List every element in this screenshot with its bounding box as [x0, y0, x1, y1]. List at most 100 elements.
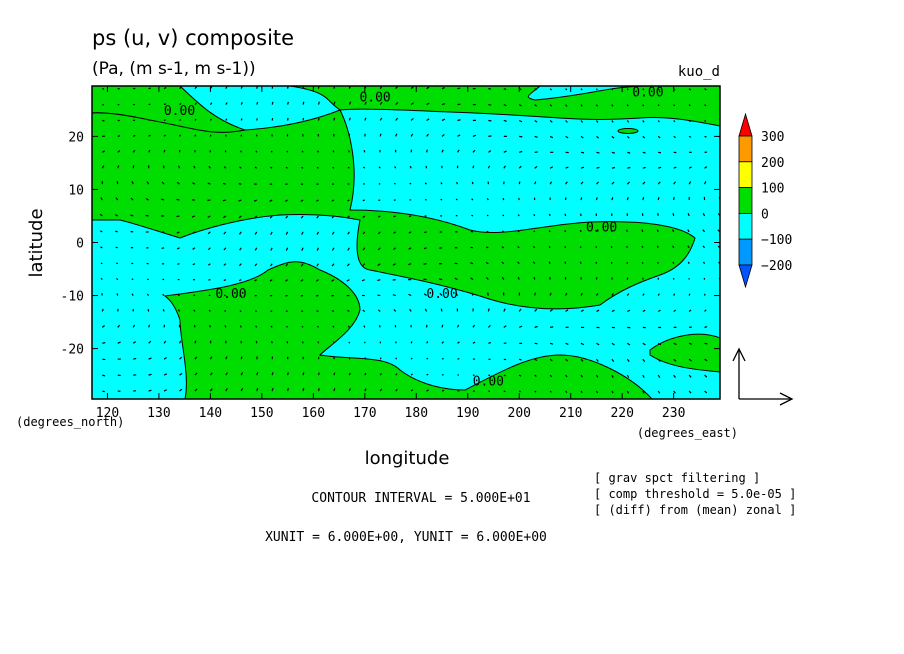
wind-vector	[162, 309, 165, 312]
wind-vector	[177, 294, 180, 297]
colorbar-label: 200	[761, 156, 784, 171]
chart-subtitle: (Pa, (m s-1, m s-1))	[92, 59, 256, 79]
wind-vector	[642, 390, 645, 394]
wind-vector	[331, 215, 335, 219]
wind-vector	[161, 231, 165, 234]
wind-vector	[148, 389, 152, 392]
wind-vector	[177, 263, 180, 265]
wind-vector	[518, 104, 522, 107]
wind-vector	[145, 197, 149, 201]
wind-vector	[209, 118, 212, 121]
wind-vector	[657, 293, 660, 296]
wind-vector	[256, 372, 259, 376]
wind-vector	[408, 263, 412, 266]
colorbar-segment	[738, 187, 753, 214]
wind-vector	[642, 135, 646, 139]
wind-vector	[549, 374, 553, 378]
wind-vector	[549, 358, 553, 362]
wind-vector	[179, 134, 182, 137]
wind-vector	[347, 247, 350, 251]
wind-vector	[364, 372, 367, 376]
wind-vector	[362, 309, 366, 312]
wind-vector	[394, 166, 397, 169]
wind-vector	[626, 229, 628, 233]
wind-vector	[424, 182, 428, 185]
wind-vector	[642, 166, 646, 169]
wind-vector	[163, 340, 167, 344]
wind-vector	[533, 213, 536, 217]
wind-vector	[595, 104, 598, 107]
wind-vector	[626, 88, 629, 91]
wind-vector	[116, 277, 119, 281]
wind-vector	[441, 389, 445, 392]
wind-vector	[377, 247, 381, 251]
wind-vector	[688, 293, 691, 296]
wind-vector	[611, 197, 614, 201]
wind-vector	[192, 182, 196, 185]
wind-vector	[408, 293, 412, 297]
colorbar-label: 300	[761, 130, 784, 145]
wind-vector	[332, 166, 335, 169]
colorbar-min-triangle	[738, 264, 753, 289]
colorbar-label: −100	[761, 233, 792, 248]
wind-vector	[301, 166, 304, 169]
wind-vector	[207, 215, 211, 218]
wind-vector	[284, 199, 288, 202]
wind-vector	[519, 150, 523, 153]
y-axis: 20 10 0 -10 -20	[61, 130, 720, 358]
wind-vector	[626, 245, 628, 248]
wind-vector	[240, 372, 244, 376]
wind-vector	[409, 182, 412, 185]
wind-vector	[348, 372, 351, 376]
wind-vector	[564, 261, 567, 264]
wind-vector	[518, 308, 522, 312]
wind-vector	[455, 292, 458, 296]
wind-vector	[316, 166, 319, 169]
wind-vector	[688, 342, 693, 345]
wind-vector	[457, 341, 460, 344]
wind-vector	[656, 245, 659, 249]
wind-vector	[315, 279, 319, 282]
wind-vector	[316, 263, 319, 267]
wind-vector	[534, 308, 538, 312]
wind-vector	[501, 276, 505, 280]
wind-vector	[409, 308, 412, 312]
wind-vector	[331, 310, 335, 313]
wind-vector	[673, 104, 676, 107]
wind-vector	[454, 262, 458, 265]
wind-vector	[518, 325, 523, 328]
wind-vector	[362, 215, 366, 218]
wind-vector	[642, 104, 645, 107]
wind-vector	[99, 213, 103, 217]
y-tick-label: -10	[61, 290, 84, 305]
wind-vector	[518, 181, 521, 185]
wind-vector	[317, 372, 320, 376]
wind-vector	[301, 231, 304, 235]
y-unit-label: (degrees_north)	[16, 415, 124, 429]
wind-vector	[100, 262, 103, 265]
wind-vector	[238, 231, 242, 235]
wind-vector	[269, 215, 273, 219]
wind-vector	[395, 101, 399, 105]
wind-vector	[457, 134, 461, 137]
wind-vector	[132, 149, 136, 153]
wind-vector	[673, 181, 677, 185]
wind-vector	[116, 293, 119, 296]
wind-vector	[501, 261, 505, 265]
wind-vector	[549, 181, 553, 185]
wind-vector	[565, 390, 568, 393]
wind-vector	[176, 215, 180, 218]
wind-vector	[361, 279, 366, 282]
x-tick-label: 150	[250, 406, 273, 421]
wind-vector	[300, 215, 304, 219]
wind-vector	[222, 215, 227, 219]
wind-vector	[596, 309, 600, 313]
wind-vector	[501, 246, 505, 249]
colorbar-label: −200	[761, 259, 792, 274]
wind-vector	[642, 88, 645, 91]
wind-vector	[518, 374, 522, 377]
wind-vector	[627, 166, 631, 169]
wind-vector	[672, 229, 675, 233]
x-tick-label: 200	[508, 406, 531, 421]
contour-label: 0.00	[586, 221, 617, 236]
